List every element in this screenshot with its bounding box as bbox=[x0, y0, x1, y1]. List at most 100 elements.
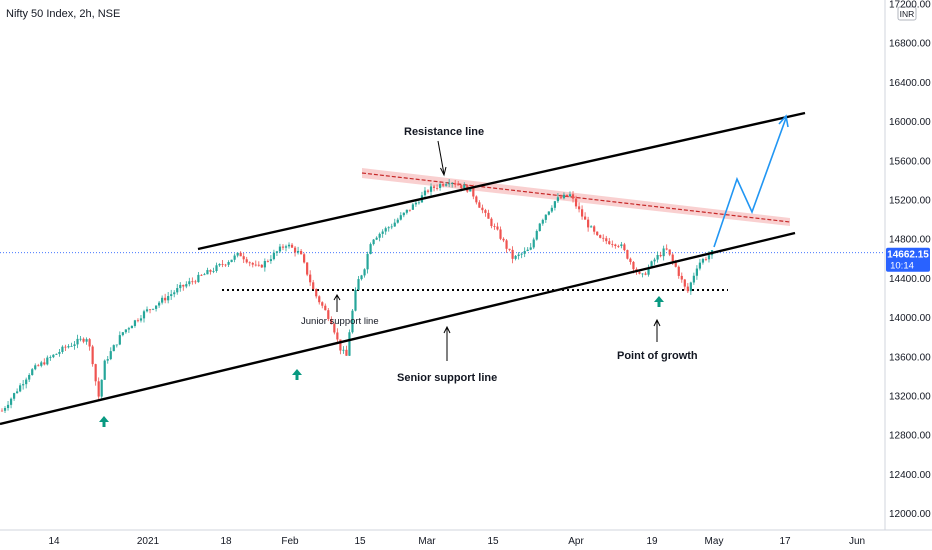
time-tick-label: Jun bbox=[849, 536, 865, 547]
candle-body bbox=[287, 244, 291, 247]
candle-body bbox=[49, 357, 52, 358]
candle-body bbox=[686, 286, 689, 292]
candle-body bbox=[538, 223, 541, 231]
candle-body bbox=[553, 201, 556, 208]
candle-body bbox=[405, 209, 408, 213]
candle-body bbox=[402, 212, 405, 216]
price-axis[interactable]: 17200.00 16800.00 16400.00 16000.00 15600.00… bbox=[889, 0, 931, 520]
price-tick-label: 12800.00 bbox=[889, 431, 931, 442]
senior-support-label: Senior support line bbox=[397, 372, 497, 384]
candle-body bbox=[127, 328, 130, 330]
price-tick-label: 13200.00 bbox=[889, 392, 931, 403]
candle-body bbox=[158, 302, 161, 306]
currency-badge-box[interactable] bbox=[897, 6, 917, 21]
candle-body bbox=[339, 339, 342, 351]
candle-body bbox=[278, 246, 282, 252]
time-tick-label: 17 bbox=[779, 536, 791, 547]
last-price-badge[interactable] bbox=[886, 247, 930, 272]
candle-body bbox=[257, 264, 260, 266]
candle-body bbox=[306, 262, 309, 275]
candle-body bbox=[556, 197, 560, 202]
time-axis[interactable]: 14 2021 18 Feb 15 Mar 15 Apr 19 May 17 Jun bbox=[48, 536, 865, 547]
candle-body bbox=[478, 202, 481, 208]
candle-body bbox=[230, 259, 233, 263]
candle-body bbox=[52, 354, 55, 358]
candle-body bbox=[342, 349, 345, 351]
candle-body bbox=[121, 332, 124, 336]
candle-body bbox=[423, 190, 427, 196]
candle-body bbox=[164, 297, 167, 301]
candle-body bbox=[354, 290, 357, 311]
candle-body bbox=[145, 309, 149, 312]
point-of-growth-label: Point of growth bbox=[617, 350, 698, 362]
candle-body bbox=[623, 244, 626, 251]
price-tick-label: 14000.00 bbox=[889, 313, 931, 324]
time-tick-label: 19 bbox=[646, 536, 658, 547]
candle-body bbox=[139, 318, 143, 321]
candle-body bbox=[502, 238, 505, 241]
candle-body bbox=[496, 226, 499, 230]
candle-body bbox=[656, 255, 659, 260]
candle-body bbox=[463, 185, 466, 189]
candle-body bbox=[626, 250, 629, 259]
candle-body bbox=[212, 271, 215, 272]
candle-body bbox=[677, 266, 680, 276]
candle-body bbox=[426, 190, 430, 192]
candle-body bbox=[596, 231, 599, 236]
candle-body bbox=[236, 252, 239, 256]
candle-body bbox=[602, 237, 605, 239]
candle-body bbox=[109, 351, 112, 360]
candle-body bbox=[221, 263, 224, 265]
candle-body bbox=[429, 186, 433, 192]
candle-body bbox=[31, 369, 34, 375]
price-tick-label: 13600.00 bbox=[889, 352, 931, 363]
price-tick-label: 12000.00 bbox=[889, 509, 931, 520]
candle-body bbox=[179, 284, 182, 289]
candle-body bbox=[73, 344, 76, 346]
time-tick-label: 15 bbox=[487, 536, 499, 547]
candle-body bbox=[82, 338, 85, 342]
candle-body bbox=[182, 284, 185, 287]
candle-body bbox=[76, 338, 79, 345]
bar-countdown: 10:14 bbox=[890, 261, 914, 272]
time-tick-label: 2021 bbox=[137, 536, 160, 547]
candle-body bbox=[511, 249, 514, 259]
candle-body bbox=[605, 238, 608, 242]
candle-body bbox=[9, 398, 13, 405]
candle-body bbox=[559, 197, 563, 199]
resistance-pointer-arrow bbox=[437, 140, 447, 177]
candle-body bbox=[251, 263, 254, 265]
candle-body bbox=[348, 332, 351, 356]
resistance-line-label: Resistance line bbox=[404, 126, 484, 138]
candle-body bbox=[698, 262, 702, 269]
growth-arrow-2 bbox=[292, 369, 302, 380]
candle-body bbox=[505, 240, 508, 249]
time-tick-label: 14 bbox=[48, 536, 60, 547]
growth-arrow-3 bbox=[654, 296, 664, 307]
candle-body bbox=[417, 202, 421, 204]
candle-body bbox=[233, 255, 236, 260]
candle-body bbox=[206, 270, 209, 275]
candle-body bbox=[481, 207, 484, 211]
candle-body bbox=[411, 204, 414, 210]
candle-body bbox=[375, 237, 378, 240]
candle-body bbox=[608, 241, 611, 245]
candle-body bbox=[593, 226, 596, 232]
candle-body bbox=[659, 255, 662, 257]
candle-body bbox=[275, 251, 279, 253]
candle-body bbox=[629, 258, 632, 262]
candle-body bbox=[245, 259, 248, 263]
candle-body bbox=[638, 271, 641, 274]
candle-body bbox=[565, 194, 569, 197]
candle-body bbox=[614, 244, 617, 247]
candle-body bbox=[64, 346, 67, 348]
price-tick-label: 16400.00 bbox=[889, 78, 931, 89]
candle-body bbox=[215, 265, 218, 272]
candle-body bbox=[290, 244, 294, 248]
candle-body bbox=[43, 362, 46, 365]
candle-body bbox=[34, 365, 37, 370]
candle-body bbox=[701, 258, 705, 263]
candle-body bbox=[142, 311, 146, 319]
candle-body bbox=[445, 184, 448, 186]
